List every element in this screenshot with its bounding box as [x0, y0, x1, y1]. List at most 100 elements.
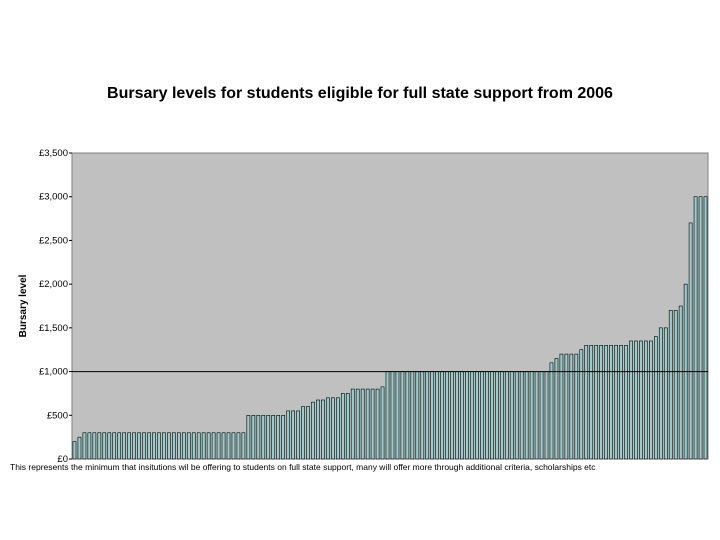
bar — [465, 371, 469, 460]
bar — [460, 371, 464, 460]
bar — [559, 353, 564, 460]
bar — [211, 432, 216, 460]
bar — [668, 310, 673, 460]
bar — [698, 196, 703, 460]
bar — [157, 432, 161, 460]
bar — [206, 432, 211, 460]
bar — [629, 340, 633, 460]
bar — [673, 310, 678, 460]
bar — [355, 388, 360, 460]
bar — [82, 432, 87, 460]
bar — [335, 397, 340, 460]
bar — [519, 371, 524, 460]
bar — [663, 327, 668, 460]
bar — [420, 371, 425, 460]
bar — [271, 414, 276, 460]
bar — [703, 196, 708, 460]
bar — [609, 345, 613, 460]
bar — [176, 432, 181, 460]
y-tick-label: £3,000 — [39, 192, 68, 203]
bar — [579, 349, 584, 460]
bar — [425, 371, 430, 460]
bar — [147, 432, 151, 460]
bar — [639, 340, 643, 460]
bar — [127, 432, 131, 460]
bar — [658, 327, 663, 460]
bar — [186, 432, 191, 460]
bar — [494, 371, 499, 460]
y-axis-ticks: £0 £500 £1,000 £1,500 £2,000 £2,500 £3,000 £3,5… — [39, 148, 72, 465]
bar — [360, 388, 365, 460]
bar — [181, 432, 186, 460]
bar — [410, 371, 415, 460]
bar — [162, 432, 166, 460]
bar — [445, 371, 449, 460]
bar — [539, 371, 544, 460]
bar — [286, 410, 290, 460]
y-tick-label: £2,500 — [39, 235, 68, 246]
bar — [390, 371, 395, 460]
bar — [216, 432, 221, 460]
bar — [514, 371, 519, 460]
bar — [350, 388, 355, 460]
chart-title: Bursary levels for students eligible for… — [107, 85, 613, 102]
bar — [688, 222, 693, 460]
bar — [122, 432, 127, 460]
bar — [77, 436, 82, 460]
bar — [241, 432, 246, 460]
bar — [475, 371, 479, 460]
bar — [604, 345, 608, 460]
bar — [370, 388, 375, 460]
bar — [296, 410, 300, 460]
bar — [554, 358, 559, 460]
bar — [678, 305, 683, 460]
bar — [649, 340, 653, 460]
bar — [509, 371, 514, 460]
bar — [107, 432, 112, 460]
bar — [504, 371, 509, 460]
bar — [261, 414, 266, 460]
y-tick-label: £1,000 — [39, 367, 68, 378]
bar — [331, 397, 335, 460]
bar — [345, 393, 350, 460]
bar — [142, 432, 146, 460]
bar — [549, 362, 554, 460]
footnote: This represents the minimum that insitut… — [10, 462, 596, 472]
bar — [246, 414, 251, 460]
bar — [221, 432, 226, 460]
y-tick-label: £3,500 — [39, 148, 68, 159]
y-tick-label: £0 — [57, 454, 68, 465]
bar — [574, 353, 579, 460]
bar — [499, 371, 504, 460]
bar — [569, 353, 574, 460]
bar — [614, 345, 618, 460]
bar — [599, 345, 604, 460]
bar — [653, 336, 658, 460]
bar — [693, 196, 698, 460]
bar — [405, 371, 410, 460]
bar — [470, 371, 474, 460]
bar — [480, 371, 484, 460]
bar — [490, 371, 494, 460]
bar — [256, 414, 261, 460]
bar — [276, 414, 281, 460]
bar — [340, 393, 345, 460]
bar — [306, 406, 310, 460]
bar — [112, 432, 117, 460]
bar — [624, 345, 628, 460]
bar — [544, 371, 549, 460]
bar — [450, 371, 454, 460]
bar — [301, 406, 305, 460]
bar — [92, 432, 97, 460]
bar — [385, 371, 390, 460]
bar — [619, 345, 623, 460]
bar — [524, 371, 529, 460]
bar — [644, 340, 648, 460]
bar — [321, 399, 325, 460]
bar — [72, 441, 77, 460]
bar — [137, 432, 141, 460]
bar — [435, 371, 440, 460]
bar — [529, 371, 534, 460]
bar — [226, 432, 231, 460]
